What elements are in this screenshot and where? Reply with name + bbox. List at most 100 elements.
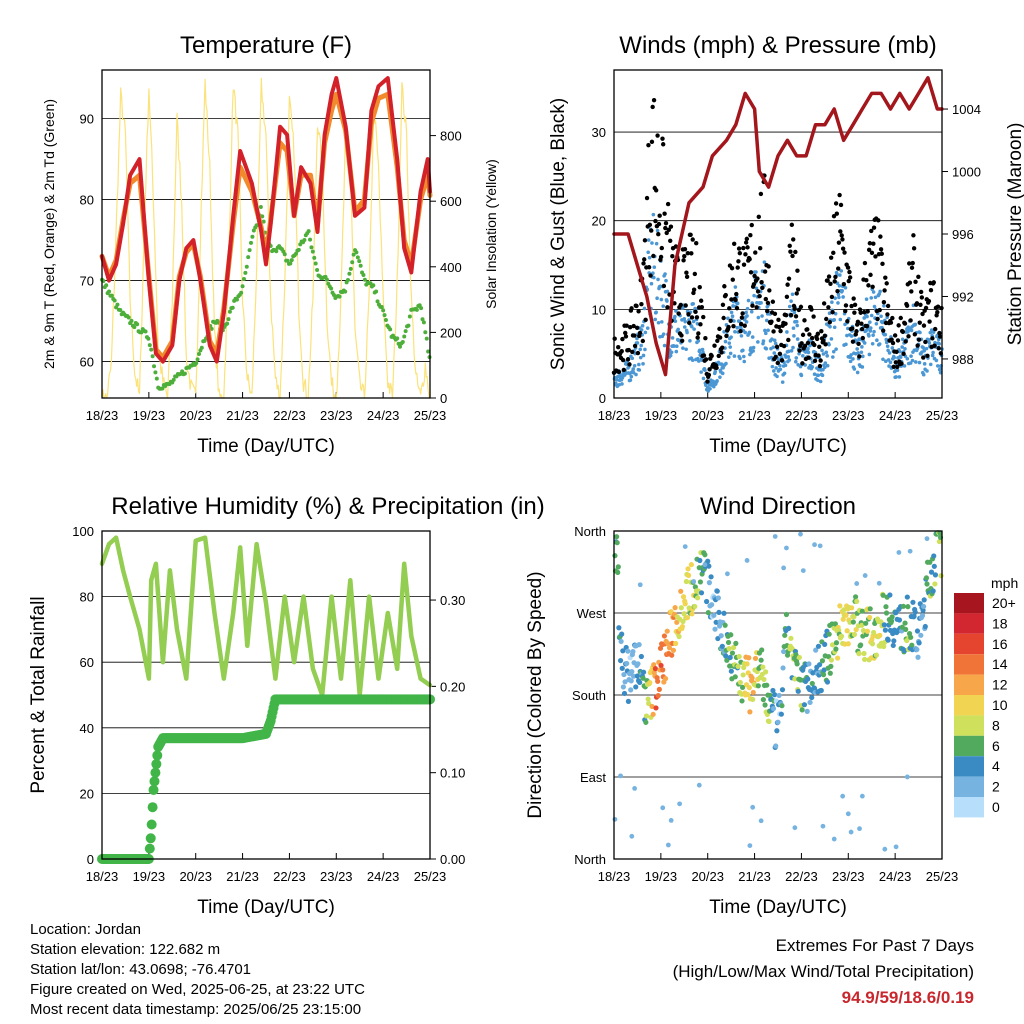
x-tick-label: 23/23 [320,869,353,884]
direction-point [806,661,812,667]
plot-border [101,69,431,399]
direction-point [702,562,708,568]
gust-point [689,251,694,256]
legend-swatch [954,695,984,716]
gust-point [917,320,922,325]
wind-point [754,286,759,291]
direction-point [930,588,936,594]
gust-point [880,328,886,333]
wind-point [934,358,939,363]
wind-point [749,346,753,350]
direction-point [896,550,902,555]
dewpoint-point [249,240,254,245]
gust-point [817,344,822,349]
direction-point [828,657,835,663]
gust-point [883,275,888,280]
direction-point [696,782,702,788]
gust-point [682,246,688,252]
wind-point [823,361,828,365]
gust-point [809,307,814,312]
direction-point [782,632,788,638]
gust-point [800,332,806,338]
legend-title: mph [991,575,1018,591]
wind-point [810,365,815,369]
direction-point [864,628,871,634]
direction-point [625,698,632,704]
gust-point [658,254,664,260]
wind-point [799,373,804,378]
direction-point [862,573,868,578]
gust-point [616,345,621,350]
x-tick-label: 25/23 [926,408,959,423]
wind-point [715,378,719,383]
gust-point [661,142,666,147]
wind-point [744,310,748,315]
gust-point [741,245,746,251]
gust-point [839,233,844,238]
dewpoint-point [371,283,376,288]
gust-point [795,268,800,273]
direction-point [798,531,803,537]
wind-point [827,342,831,347]
direction-point [781,648,787,655]
direction-point [848,829,854,835]
gust-point [918,289,924,295]
wind-point [760,314,764,318]
gust-point [629,306,634,311]
gust-point [637,330,643,336]
gust-point [720,345,725,350]
y2-tick-label: 0 [440,391,447,406]
gust-point [890,315,895,321]
dewpoint-point [310,249,315,254]
wind-point [877,342,882,346]
chart-title: Winds (mph) & Pressure (mb) [619,32,936,59]
wind-point [713,369,718,374]
wind-point [761,339,766,343]
wind-point [764,318,769,323]
direction-point [931,563,937,569]
direction-point [706,580,713,586]
gust-point [699,304,705,310]
latlon-text: Station lat/lon: 43.0698; -76.4701 [30,961,252,978]
wind-point [773,341,778,346]
gust-point [693,309,698,315]
direction-point [628,678,634,684]
gust-point [771,329,776,334]
direction-point [915,654,921,660]
dewpoint-point [313,261,318,266]
y2-tick-label: 1000 [952,165,981,180]
gust-point [635,350,641,356]
gust-point [632,343,638,349]
wind-point [875,338,879,342]
x-tick-label: 20/23 [691,869,724,884]
direction-point [869,641,876,647]
direction-point [921,597,927,603]
gust-point [626,347,631,353]
y2-tick-label: 800 [440,129,462,144]
direction-point [744,558,750,563]
location-text: Location: Jordan [30,921,141,938]
direction-point [737,679,743,686]
gust-point [750,303,755,308]
direction-point [876,580,882,586]
wind-point [828,324,832,329]
direction-point [655,678,661,684]
direction-point [749,675,755,681]
gust-point [636,309,641,314]
wind-point [684,347,688,352]
wind-point [729,335,733,339]
y2-tick-label: 0.20 [440,679,465,694]
direction-point [781,565,787,571]
gust-point [843,308,848,314]
direction-point [727,654,733,661]
gust-point [678,302,683,308]
wind-point [927,341,932,345]
y-axis-label: Sonic Wind & Gust (Blue, Black) [548,98,569,370]
wind-point [637,368,642,372]
direction-point [618,773,623,779]
direction-point [896,617,903,623]
direction-point [747,843,753,848]
wind-point [661,332,666,336]
direction-point [698,590,705,596]
y2-tick-label: 0.00 [440,852,465,867]
